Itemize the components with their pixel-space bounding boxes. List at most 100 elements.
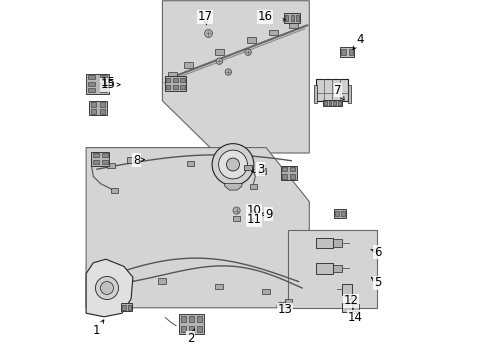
Bar bbox=[122, 305, 125, 310]
Bar bbox=[110, 188, 118, 193]
Bar bbox=[91, 152, 109, 166]
Bar bbox=[347, 85, 350, 103]
Bar bbox=[348, 49, 352, 55]
Circle shape bbox=[101, 282, 113, 294]
Circle shape bbox=[216, 58, 222, 64]
Bar bbox=[102, 153, 107, 157]
Text: 11: 11 bbox=[246, 213, 261, 226]
Text: 5: 5 bbox=[370, 276, 381, 289]
Circle shape bbox=[226, 158, 239, 171]
Polygon shape bbox=[224, 184, 242, 190]
Bar bbox=[341, 284, 351, 295]
Polygon shape bbox=[288, 230, 376, 308]
Text: 10: 10 bbox=[246, 204, 261, 217]
Text: 7: 7 bbox=[334, 84, 344, 100]
Bar bbox=[290, 15, 293, 21]
Bar bbox=[114, 282, 122, 287]
Bar bbox=[284, 13, 300, 23]
Text: 1: 1 bbox=[93, 320, 103, 337]
Circle shape bbox=[232, 207, 240, 214]
Bar bbox=[102, 160, 107, 164]
Bar bbox=[127, 305, 131, 310]
Bar bbox=[285, 15, 288, 21]
Text: 13: 13 bbox=[277, 303, 292, 316]
Text: 4: 4 bbox=[352, 33, 363, 50]
Bar bbox=[189, 326, 194, 332]
Text: 3: 3 bbox=[251, 163, 264, 176]
Bar bbox=[173, 78, 177, 82]
Text: 8: 8 bbox=[133, 154, 144, 167]
Polygon shape bbox=[86, 259, 133, 317]
Text: 2: 2 bbox=[186, 329, 194, 345]
Bar bbox=[288, 22, 297, 28]
Bar bbox=[100, 75, 107, 79]
Bar bbox=[352, 304, 358, 311]
Text: 9: 9 bbox=[260, 208, 272, 221]
Bar bbox=[91, 109, 96, 114]
Bar bbox=[316, 238, 332, 248]
Bar bbox=[197, 326, 202, 332]
Bar bbox=[166, 78, 170, 82]
Bar bbox=[179, 314, 204, 334]
Bar bbox=[168, 72, 177, 78]
Bar bbox=[93, 153, 99, 157]
Bar bbox=[88, 82, 95, 86]
Bar bbox=[247, 37, 256, 43]
Bar bbox=[244, 165, 251, 170]
Circle shape bbox=[212, 144, 253, 185]
Text: 12: 12 bbox=[343, 294, 358, 307]
Bar bbox=[215, 284, 223, 289]
Text: 15: 15 bbox=[101, 78, 120, 91]
Circle shape bbox=[224, 69, 231, 75]
Text: 15: 15 bbox=[101, 76, 116, 89]
Bar bbox=[332, 239, 341, 247]
Bar bbox=[341, 49, 345, 55]
Bar bbox=[164, 76, 186, 91]
Bar bbox=[285, 300, 291, 304]
Circle shape bbox=[218, 150, 247, 179]
Bar bbox=[258, 168, 266, 174]
Polygon shape bbox=[162, 1, 309, 153]
Bar bbox=[339, 47, 354, 57]
Bar bbox=[341, 303, 352, 312]
Bar bbox=[121, 303, 132, 311]
Bar bbox=[180, 78, 184, 82]
Bar bbox=[158, 278, 165, 284]
Circle shape bbox=[244, 49, 251, 55]
Bar bbox=[337, 101, 340, 105]
Bar bbox=[289, 174, 294, 179]
Bar bbox=[282, 167, 286, 171]
Bar bbox=[180, 85, 184, 89]
Bar bbox=[313, 85, 316, 103]
Bar bbox=[232, 216, 240, 221]
Bar bbox=[315, 79, 347, 101]
Bar bbox=[186, 161, 194, 166]
Bar bbox=[91, 102, 96, 107]
Bar bbox=[250, 184, 256, 189]
Bar bbox=[180, 316, 185, 322]
Bar bbox=[100, 82, 107, 86]
Bar bbox=[184, 62, 193, 68]
Bar bbox=[197, 316, 202, 322]
Bar bbox=[268, 30, 277, 35]
Circle shape bbox=[95, 276, 118, 300]
Bar bbox=[280, 166, 296, 180]
Bar bbox=[107, 163, 115, 168]
Bar bbox=[88, 75, 95, 79]
Bar bbox=[166, 85, 170, 89]
Polygon shape bbox=[86, 148, 309, 308]
Bar bbox=[262, 289, 269, 294]
Circle shape bbox=[204, 30, 212, 37]
Bar bbox=[333, 101, 335, 105]
Bar bbox=[282, 174, 286, 179]
Bar bbox=[322, 100, 341, 106]
Bar bbox=[222, 165, 230, 170]
Bar bbox=[88, 88, 95, 92]
Text: 16: 16 bbox=[257, 10, 272, 23]
Bar bbox=[334, 211, 338, 216]
Bar bbox=[100, 88, 107, 92]
Bar bbox=[316, 263, 332, 274]
Bar bbox=[189, 316, 194, 322]
Bar bbox=[100, 102, 105, 107]
Text: 17: 17 bbox=[197, 10, 212, 24]
